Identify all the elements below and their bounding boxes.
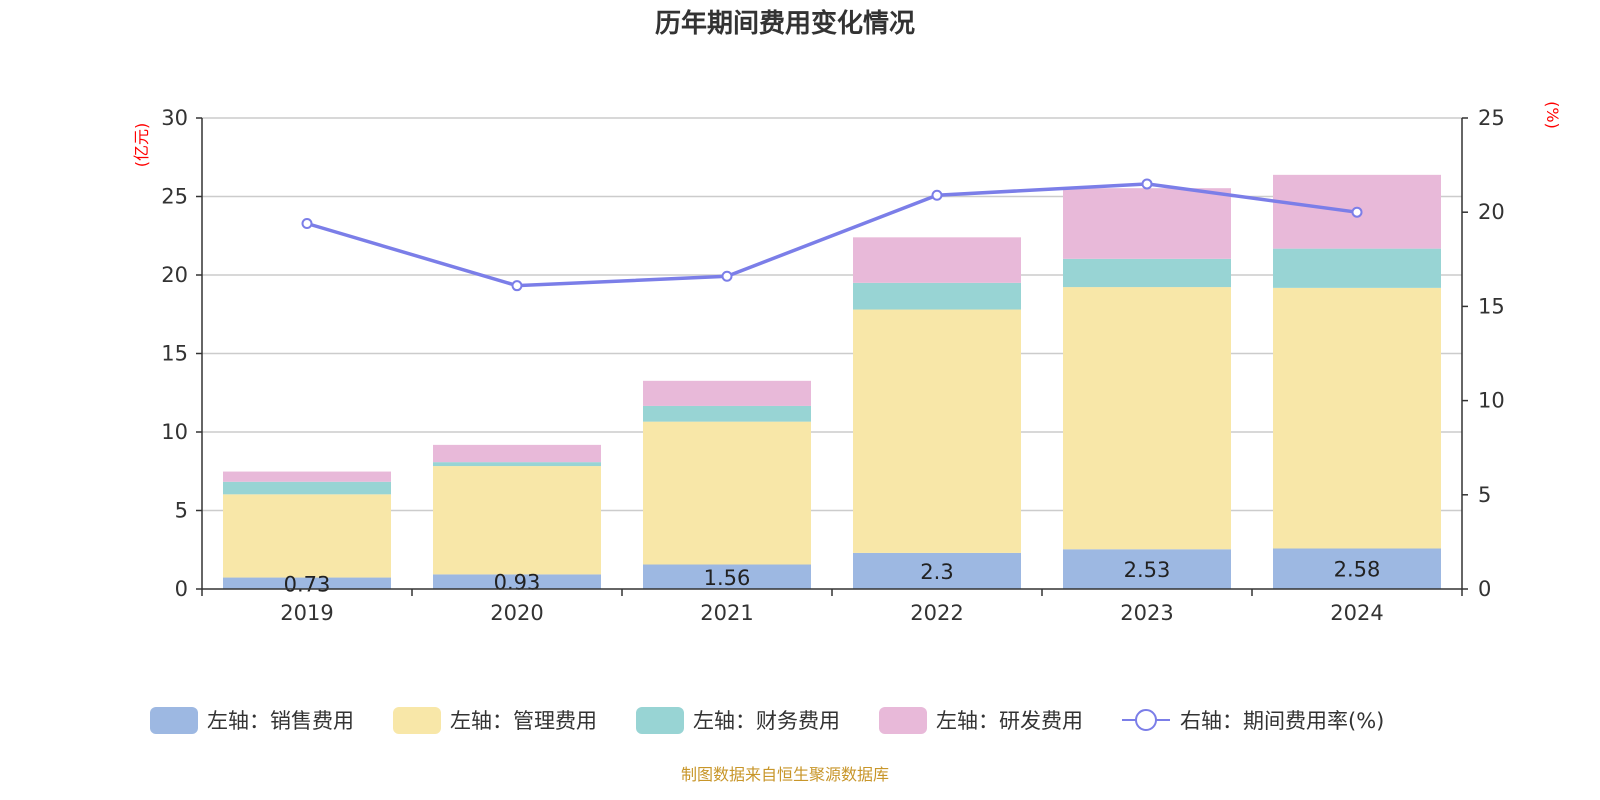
left-tick-label: 15 bbox=[161, 342, 188, 366]
right-tick-label: 15 bbox=[1478, 294, 1505, 318]
x-tick-label: 2024 bbox=[1330, 601, 1383, 625]
bars-group bbox=[223, 174, 1441, 589]
chart-title: 历年期间费用变化情况 bbox=[655, 8, 915, 39]
bar-segment-1 bbox=[1273, 287, 1441, 549]
legend-label-4: 右轴：期间费用率(%) bbox=[1180, 709, 1384, 733]
rate-point bbox=[1141, 178, 1153, 190]
source-note: 制图数据来自恒生聚源数据库 bbox=[681, 765, 889, 784]
bar-data-label: 2.3 bbox=[920, 560, 953, 584]
left-tick-label: 25 bbox=[161, 185, 188, 209]
x-tick-label: 2023 bbox=[1120, 601, 1173, 625]
right-tick-label: 10 bbox=[1478, 389, 1505, 413]
x-tick-label: 2019 bbox=[280, 601, 333, 625]
left-tick-label: 30 bbox=[161, 106, 188, 130]
bar-data-label: 1.56 bbox=[704, 566, 751, 590]
rate-point bbox=[721, 270, 733, 282]
right-tick-label: 5 bbox=[1478, 483, 1491, 507]
bar-segment-3 bbox=[223, 471, 391, 482]
bar-segment-0 bbox=[223, 577, 391, 589]
grid-lines bbox=[202, 117, 1462, 512]
bar-segment-3 bbox=[853, 237, 1021, 283]
bar-segment-1 bbox=[1063, 287, 1231, 550]
rate-point bbox=[301, 218, 313, 230]
legend-label-2: 左轴：财务费用 bbox=[693, 709, 840, 733]
left-tick-label: 0 bbox=[175, 577, 188, 601]
bar-segment-1 bbox=[223, 494, 391, 578]
rate-point bbox=[1351, 206, 1363, 218]
legend-swatch-3 bbox=[879, 707, 927, 734]
left-tick-label: 5 bbox=[175, 499, 188, 523]
left-tick-label: 20 bbox=[161, 263, 188, 287]
bar-segment-0 bbox=[1063, 549, 1231, 589]
legend-line-marker bbox=[1135, 709, 1157, 731]
bar-segment-0 bbox=[853, 552, 1021, 589]
legend-label-3: 左轴：研发费用 bbox=[936, 709, 1083, 733]
left-tick-label: 10 bbox=[161, 420, 188, 444]
bar-data-label: 0.93 bbox=[494, 571, 541, 595]
bar-data-label: 2.58 bbox=[1334, 558, 1381, 582]
legend-label-1: 左轴：管理费用 bbox=[450, 709, 597, 733]
bar-segment-3 bbox=[1063, 188, 1231, 259]
right-tick-label: 0 bbox=[1478, 577, 1491, 601]
right-tick-label: 20 bbox=[1478, 200, 1505, 224]
rate-point bbox=[931, 189, 943, 201]
right-axis-unit: (%) bbox=[1543, 101, 1562, 129]
right-tick-label: 25 bbox=[1478, 106, 1505, 130]
x-tick-label: 2021 bbox=[700, 601, 753, 625]
bar-segment-1 bbox=[433, 466, 601, 575]
legend-swatch-0 bbox=[150, 707, 198, 734]
bar-segment-2 bbox=[853, 282, 1021, 310]
rate-line bbox=[306, 182, 1358, 288]
bar-data-label: 0.73 bbox=[284, 572, 331, 596]
rate-line-group bbox=[301, 178, 1363, 292]
bar-segment-0 bbox=[433, 574, 601, 589]
legend: 左轴：销售费用 左轴：管理费用 左轴：财务费用 左轴：研发费用 右轴：期间费用率(%) bbox=[150, 707, 1384, 734]
bar-segment-2 bbox=[223, 481, 391, 495]
x-tick-label: 2020 bbox=[490, 601, 543, 625]
bar-data-label: 2.53 bbox=[1124, 558, 1171, 582]
legend-swatch-2 bbox=[636, 707, 684, 734]
bar-segment-1 bbox=[643, 421, 811, 565]
bar-segment-2 bbox=[643, 405, 811, 422]
axes-group: 0 5 10 15 20 25 30 0 5 10 15 20 25 (亿元) (%) 2019 2020 202… bbox=[132, 101, 1562, 625]
left-axis-unit: (亿元) bbox=[132, 123, 151, 168]
bar-segment-3 bbox=[433, 444, 601, 463]
bar-segment-1 bbox=[853, 309, 1021, 553]
bar-labels-group: 0.73 0.93 1.56 2.3 2.53 2.58 bbox=[284, 558, 1381, 597]
bar-segment-2 bbox=[433, 462, 601, 467]
bar-segment-2 bbox=[1063, 258, 1231, 288]
bar-segment-2 bbox=[1273, 248, 1441, 288]
bar-segment-0 bbox=[1273, 548, 1441, 589]
rate-point bbox=[511, 280, 523, 292]
bar-segment-0 bbox=[643, 564, 811, 589]
legend-label-0: 左轴：销售费用 bbox=[207, 709, 354, 733]
x-tick-label: 2022 bbox=[910, 601, 963, 625]
bar-segment-3 bbox=[643, 380, 811, 406]
legend-swatch-1 bbox=[393, 707, 441, 734]
